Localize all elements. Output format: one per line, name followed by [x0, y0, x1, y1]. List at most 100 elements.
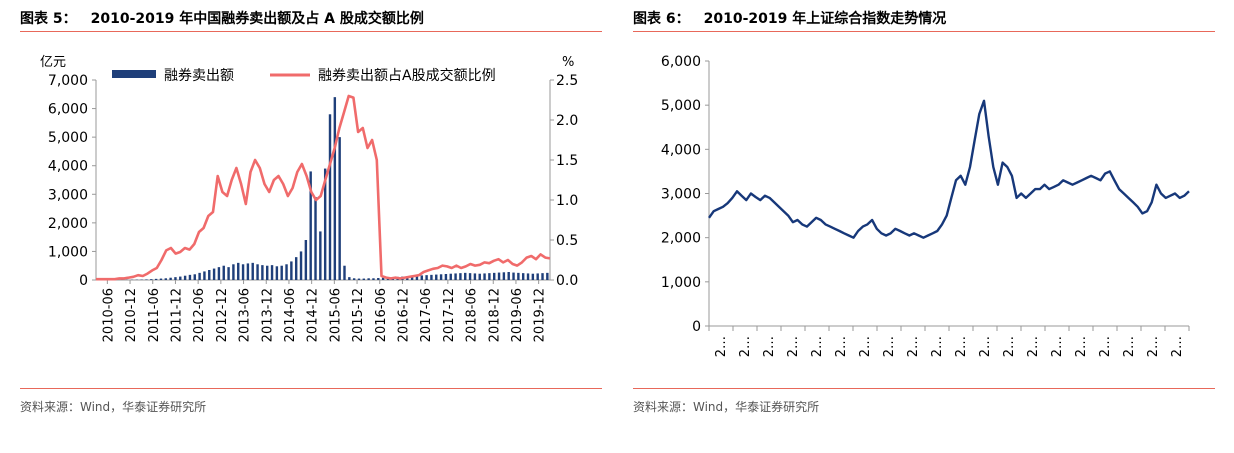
left-tick-label: 6,000	[48, 102, 88, 118]
bar-sell-amount	[208, 270, 211, 280]
x-tick-label: 2019-06	[510, 288, 525, 342]
bar-line-chart: 0 1,000 2,000 3,000 4,000 5,000 6,000 7,000 0.0 0…	[40, 55, 578, 342]
bar-sell-amount	[227, 267, 230, 280]
x-tick-label: 2…	[1098, 336, 1113, 357]
x-tick-label: 2019-12	[533, 288, 548, 342]
chart-number: 图表 6：	[633, 11, 690, 27]
x-tick-label: 2018-12	[487, 288, 502, 342]
bar-sell-amount	[348, 277, 351, 280]
x-tick-label: 2011-12	[169, 288, 184, 342]
bar-sell-amount	[275, 266, 279, 280]
bar-sell-amount	[517, 272, 520, 280]
x-tick-label: 2…	[930, 336, 945, 357]
x-tick-label: 2…	[858, 336, 873, 357]
x-tick-label: 2013-12	[260, 288, 275, 342]
x-tick-label: 2011-06	[147, 288, 162, 342]
bar-sell-amount	[270, 265, 274, 280]
chart-title: 图表 6： 2010-2019 年上证综合指数走势情况	[633, 8, 946, 28]
bar-sell-amount	[290, 261, 293, 280]
source-divider	[633, 388, 1215, 389]
x-tick-label: 2012-06	[192, 288, 207, 342]
bar-sell-amount	[367, 278, 370, 280]
bar-sell-amount	[430, 274, 433, 280]
right-axis-unit: %	[562, 55, 574, 70]
right-tick-label: 2.0	[556, 113, 578, 129]
bar-sell-amount	[541, 273, 544, 280]
bar-sell-amount	[261, 265, 264, 280]
right-tick-label: 1.5	[556, 153, 578, 169]
bar-sell-amount	[145, 279, 148, 280]
chart-title-text: 2010-2019 年中国融券卖出额及占 A 股成交额比例	[90, 11, 424, 27]
x-tick-label: 2…	[906, 336, 921, 357]
bar-sell-amount	[309, 171, 312, 280]
left-tick-label: 5,000	[48, 130, 88, 146]
bar-sell-amount	[256, 264, 259, 280]
left-tick-label: 1,000	[48, 244, 88, 260]
bar-sell-amount	[319, 231, 322, 280]
right-tick-label: 0.5	[556, 233, 578, 249]
bar-sell-amount	[521, 273, 525, 280]
x-tick-label: 2015-06	[328, 288, 343, 342]
bar-sell-amount	[372, 278, 375, 280]
chart-title: 图表 5： 2010-2019 年中国融券卖出额及占 A 股成交额比例	[20, 8, 424, 28]
bar-sell-amount	[179, 276, 182, 280]
bar-sell-amount	[198, 272, 201, 280]
x-tick-label: 2…	[954, 336, 969, 357]
left-tick-label: 0	[79, 273, 88, 289]
bar-sell-amount	[323, 168, 327, 280]
x-tick-label: 2…	[786, 336, 801, 357]
bar-sell-amount	[483, 273, 486, 280]
bar-sell-amount	[159, 278, 163, 280]
bar-sell-amount	[488, 273, 491, 280]
y-tick-label: 6,000	[661, 54, 701, 70]
bar-sell-amount	[328, 114, 332, 281]
x-tick-label: 2…	[714, 336, 729, 357]
left-tick-label: 7,000	[48, 73, 88, 89]
bar-sell-amount	[232, 264, 235, 280]
x-tick-label: 2014-12	[306, 288, 321, 342]
x-tick-label: 2…	[1050, 336, 1065, 357]
bar-sell-amount	[526, 273, 530, 280]
bar-sell-amount	[338, 137, 341, 280]
bar-sell-amount	[352, 278, 356, 280]
x-tick-label: 2…	[834, 336, 849, 357]
bar-sell-amount	[502, 272, 506, 280]
bar-sell-amount	[444, 274, 448, 280]
x-tick-label: 2…	[738, 336, 753, 357]
index-line-chart: 0 1,000 2,000 3,000 4,000 5,000 6,000 2… 2… 2… 2… 2…	[661, 54, 1190, 357]
index-line	[708, 99, 1190, 239]
bar-sell-amount	[497, 272, 501, 280]
left-tick-label: 3,000	[48, 187, 88, 203]
bar-sell-amount	[241, 264, 245, 280]
x-tick-label: 2…	[1026, 336, 1041, 357]
bar-sell-amount	[314, 197, 317, 280]
bar-sell-amount	[217, 267, 221, 280]
bar-sell-amount	[439, 274, 443, 280]
right-tick-label: 2.5	[556, 73, 578, 89]
chart-number: 图表 5：	[20, 11, 77, 27]
legend-bar-label: 融券卖出额	[164, 68, 234, 84]
right-tick-label: 0.0	[556, 273, 578, 289]
bar-sell-amount	[454, 273, 457, 280]
bar-sell-amount	[203, 271, 206, 280]
bar-sell-amount	[222, 265, 225, 280]
y-tick-label: 4,000	[661, 142, 701, 158]
x-tick-label: 2016-12	[396, 288, 411, 342]
x-tick-label: 2010-06	[101, 288, 116, 342]
left-axis-unit: 亿元	[40, 55, 66, 70]
x-tick-label: 2…	[810, 336, 825, 357]
bar-sell-amount	[193, 274, 196, 280]
title-divider	[20, 31, 602, 32]
x-tick-label: 2…	[978, 336, 993, 357]
bar-sell-amount	[237, 262, 240, 280]
y-tick-label: 0	[692, 319, 701, 335]
x-tick-label: 2012-12	[215, 288, 230, 342]
bar-sell-amount	[299, 251, 303, 280]
source-divider	[20, 388, 602, 389]
bar-sell-amount	[304, 240, 308, 280]
x-tick-label: 2…	[762, 336, 777, 357]
x-tick-label: 2…	[1122, 336, 1137, 357]
bar-sell-amount	[512, 272, 515, 280]
bar-sell-amount	[169, 277, 172, 280]
bar-sell-amount	[415, 275, 419, 280]
